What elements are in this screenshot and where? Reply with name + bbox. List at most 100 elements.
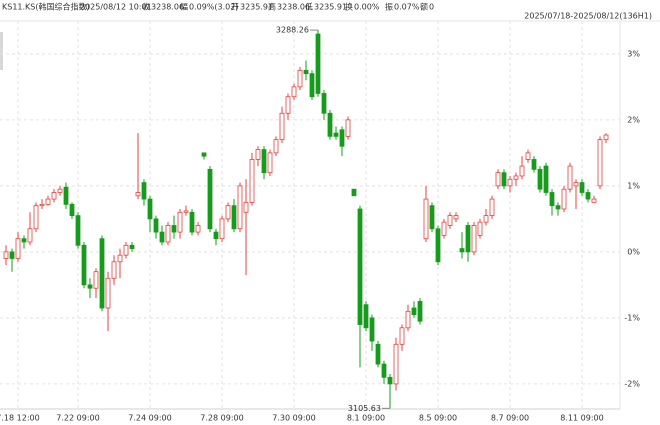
field-value: 3238.06 xyxy=(277,3,310,12)
candle-body xyxy=(141,182,147,200)
datetime: 2025/08/12 10:01 xyxy=(80,3,152,12)
candle-body xyxy=(417,300,423,322)
candle-body xyxy=(123,244,129,256)
candle-body xyxy=(75,215,81,246)
field-label: 开 xyxy=(231,3,239,12)
candle-body xyxy=(291,86,297,98)
y-tick-label: 3% xyxy=(627,49,640,58)
candle-body xyxy=(435,228,441,263)
y-tick-label: -1% xyxy=(624,313,640,322)
candle-body xyxy=(429,205,435,230)
candle-body xyxy=(105,277,111,309)
range-label: 2025/07/18-2025/08/12(136H1) xyxy=(524,12,652,21)
candle-body xyxy=(243,201,249,213)
field-label: 收 xyxy=(142,2,150,12)
candle-body xyxy=(87,284,93,289)
candle-body xyxy=(351,188,357,197)
candle-body xyxy=(507,178,513,187)
candle-body xyxy=(447,215,453,226)
candle-body xyxy=(489,198,495,216)
y-tick-label: 0% xyxy=(627,247,640,256)
candle-body xyxy=(477,221,483,236)
candle-body xyxy=(3,251,9,259)
candle-body xyxy=(99,238,105,309)
x-tick-label: 7.28 09:00 xyxy=(200,414,243,423)
candle-body xyxy=(381,363,387,378)
candle-body xyxy=(531,159,537,170)
candle-body xyxy=(549,192,555,207)
candle-body xyxy=(297,69,303,88)
x-tick-label: 7.24 09:00 xyxy=(128,414,171,423)
candle-body xyxy=(315,33,321,94)
field-value: 0.09%(3.02) xyxy=(189,3,238,12)
x-tick-label: 8.5 09:00 xyxy=(419,414,457,423)
candle-body xyxy=(285,96,291,114)
candle-body xyxy=(225,205,231,220)
candle-body xyxy=(51,192,57,200)
field-value: 0 xyxy=(429,3,434,12)
candle-body xyxy=(597,139,603,187)
candle-body xyxy=(111,261,117,279)
candle-body xyxy=(501,172,507,187)
candle-body xyxy=(411,307,417,316)
candle-body xyxy=(171,225,177,233)
candle-body xyxy=(387,376,393,385)
candle-body xyxy=(573,182,579,187)
candle-body xyxy=(279,112,285,141)
candle-body xyxy=(159,231,165,243)
candle-body xyxy=(567,165,573,190)
candle-body xyxy=(579,182,585,193)
x-tick-label: 8.1 09:00 xyxy=(347,414,385,423)
x-tick-label: 7.30 09:00 xyxy=(272,414,315,423)
y-tick-label: -2% xyxy=(624,379,640,388)
candle-body xyxy=(183,210,189,213)
candle-body xyxy=(561,188,567,210)
candle-body xyxy=(93,271,99,289)
candle-body xyxy=(117,254,123,263)
field-label: 振 xyxy=(385,2,393,12)
candle-body xyxy=(513,175,519,180)
candle-body xyxy=(423,198,429,240)
field-value: 3235.91 xyxy=(314,3,347,12)
x-tick-label: 8.11 09:00 xyxy=(560,414,603,423)
field-value: 0.00% xyxy=(354,3,380,12)
field-label: 低 xyxy=(305,2,313,12)
candle-body xyxy=(45,198,51,205)
candle-body xyxy=(249,159,255,203)
candle-body xyxy=(237,185,243,230)
candle-body xyxy=(375,343,381,365)
candle-body xyxy=(255,149,261,160)
candle-body xyxy=(555,205,561,210)
candle-body xyxy=(135,192,141,197)
candle-body xyxy=(585,192,591,200)
candle-body xyxy=(153,218,159,233)
candle-body xyxy=(345,119,351,137)
field-value: 3238.06 xyxy=(151,3,184,12)
field-label: 额 xyxy=(420,2,428,12)
candle-body xyxy=(327,112,333,137)
candle-body xyxy=(33,205,39,230)
candle-body xyxy=(189,211,195,233)
candle-body xyxy=(369,317,375,342)
candle-body xyxy=(393,343,399,385)
candle-body xyxy=(219,218,225,240)
candle-body xyxy=(213,231,219,240)
candle-body xyxy=(309,73,315,98)
y-tick-label: 2% xyxy=(627,115,640,124)
candle-body xyxy=(453,215,459,220)
x-tick-label: 7.22 09:00 xyxy=(56,414,99,423)
candle-body xyxy=(231,205,237,230)
candle-body xyxy=(543,165,549,193)
candle-body xyxy=(177,211,183,233)
symbol: KS11.KS(韩国综合指数) xyxy=(2,2,90,12)
min-label: 3105.63 xyxy=(348,404,381,413)
candle-body xyxy=(57,188,63,193)
candle-body xyxy=(195,225,201,233)
field-label: 幅 xyxy=(180,2,188,12)
candle-body xyxy=(459,248,465,253)
candle-body xyxy=(129,244,135,249)
candle-body xyxy=(207,168,213,230)
field-label: 高 xyxy=(268,2,276,12)
